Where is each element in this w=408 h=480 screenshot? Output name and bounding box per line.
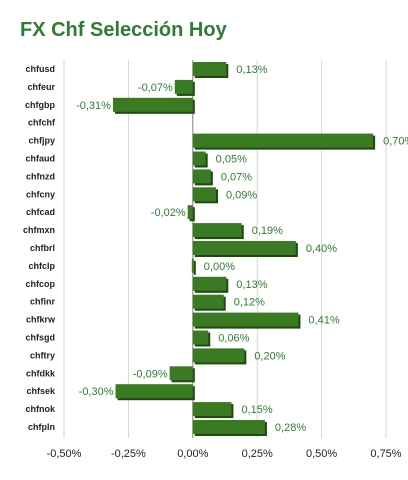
data-label: 0,19%	[252, 225, 283, 237]
category-label: chfjpy	[28, 136, 55, 146]
category-label: chfgbp	[25, 100, 55, 110]
category-label: chfeur	[27, 82, 55, 92]
x-tick-label: 0,25%	[242, 448, 273, 460]
data-label: -0,30%	[79, 386, 114, 398]
data-label: 0,05%	[216, 154, 247, 166]
bar	[192, 187, 216, 202]
bar	[192, 402, 232, 417]
data-label: -0,31%	[76, 100, 111, 112]
data-label: -0,02%	[151, 207, 186, 219]
bar	[192, 151, 206, 166]
category-label: chfinr	[30, 297, 55, 307]
data-label: 0,00%	[204, 261, 235, 273]
category-label: chfchf	[28, 118, 56, 128]
data-label: 0,13%	[236, 279, 267, 291]
data-label: 0,41%	[308, 315, 339, 327]
x-tick-label: 0,75%	[370, 448, 401, 460]
x-tick-label: 0,00%	[177, 448, 208, 460]
bar	[192, 169, 211, 184]
category-label: chfpln	[28, 422, 55, 432]
bar	[192, 241, 296, 255]
category-label: chfclp	[28, 261, 55, 271]
bar	[191, 258, 194, 273]
category-label: chfcop	[25, 279, 55, 289]
data-label: 0,28%	[275, 422, 306, 434]
category-label: chfusd	[25, 64, 55, 74]
category-label: chfdkk	[26, 368, 56, 378]
data-label: 0,07%	[221, 171, 252, 183]
data-label: -0,09%	[133, 368, 168, 380]
bar	[192, 294, 224, 309]
data-label: 0,20%	[254, 350, 285, 362]
category-label: chfnzd	[26, 171, 55, 181]
category-label: chfcad	[26, 207, 55, 217]
bar	[192, 348, 245, 363]
category-label: chfbrl	[30, 243, 55, 253]
category-label: chfcny	[26, 189, 55, 199]
bar	[192, 133, 374, 148]
bar	[115, 384, 193, 399]
bar	[187, 205, 193, 220]
bar	[192, 62, 227, 76]
x-tick-label: 0,50%	[306, 448, 337, 460]
category-label: chfkrw	[26, 315, 56, 325]
bar	[192, 330, 209, 345]
bar	[174, 79, 193, 94]
data-label: 0,40%	[306, 243, 337, 255]
data-label: 0,12%	[234, 297, 265, 309]
data-label: -0,07%	[138, 82, 173, 94]
data-label: 0,06%	[218, 333, 249, 345]
x-tick-label: -0,50%	[47, 448, 82, 460]
category-label: chfaud	[25, 154, 55, 164]
category-label: chfsgd	[25, 333, 55, 343]
category-label: chfmxn	[23, 225, 55, 235]
category-label: chfnok	[25, 404, 55, 414]
data-label: 0,09%	[226, 189, 257, 201]
bar	[112, 97, 193, 112]
data-label: 0,70%	[383, 136, 408, 148]
chart-title: FX Chf Selección Hoy	[20, 19, 227, 41]
bar	[192, 420, 265, 434]
bar-shadow	[193, 260, 196, 275]
bar	[169, 366, 193, 381]
bar	[192, 312, 299, 327]
bar	[192, 223, 242, 238]
bar	[192, 276, 227, 291]
data-label: 0,15%	[241, 404, 272, 416]
category-label: chftry	[30, 350, 55, 360]
x-tick-label: -0,25%	[111, 448, 146, 460]
data-label: 0,13%	[236, 64, 267, 76]
category-label: chfsek	[26, 386, 56, 396]
